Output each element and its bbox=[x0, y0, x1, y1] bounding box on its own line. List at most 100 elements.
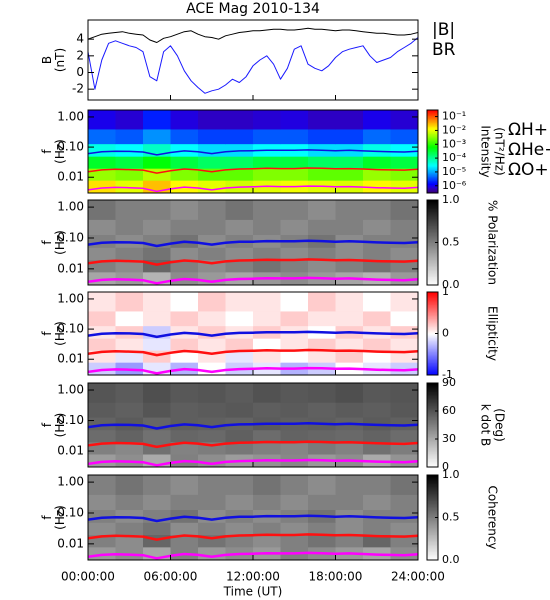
heat-cell bbox=[88, 200, 116, 220]
colorbar-step bbox=[427, 239, 438, 242]
heat-cell bbox=[253, 350, 281, 363]
x-tick-label: 18:00:00 bbox=[309, 570, 363, 584]
colorbar-step bbox=[427, 296, 438, 299]
heat-cell bbox=[198, 128, 226, 145]
colorbar-frame bbox=[426, 382, 439, 468]
colorbar-step bbox=[427, 136, 438, 139]
colorbar-step bbox=[427, 311, 438, 314]
colorbar-step bbox=[427, 441, 438, 444]
heat-cell bbox=[115, 292, 144, 312]
heat-cell bbox=[390, 454, 418, 467]
heat-cell bbox=[308, 200, 336, 220]
colorbar-step bbox=[427, 395, 438, 398]
heat-cell bbox=[170, 219, 199, 235]
colorbar-step bbox=[427, 162, 438, 165]
heat-cell bbox=[170, 475, 199, 495]
colorbar-step bbox=[427, 312, 438, 315]
panel bbox=[87, 474, 419, 561]
heat-cell bbox=[225, 110, 254, 130]
heat-cell bbox=[170, 494, 199, 510]
colorbar-step bbox=[427, 323, 438, 326]
colorbar-step bbox=[427, 130, 438, 133]
heat-cell bbox=[363, 234, 391, 248]
heat-cell bbox=[143, 247, 171, 261]
y-tick-label: 0.10 bbox=[57, 413, 84, 427]
panel bbox=[87, 291, 419, 376]
colorbar-step bbox=[427, 518, 438, 521]
heat-cell bbox=[280, 168, 309, 181]
heat-cell bbox=[390, 429, 418, 443]
colorbar-step bbox=[427, 387, 438, 390]
heat-cell bbox=[115, 441, 144, 455]
heat-cell bbox=[335, 310, 364, 327]
series-line bbox=[88, 27, 418, 43]
colorbar-step bbox=[427, 301, 438, 304]
colorbar-step bbox=[427, 543, 438, 545]
colorbar-step bbox=[427, 188, 438, 191]
heat-cell bbox=[390, 402, 418, 418]
heat-cell bbox=[115, 383, 144, 403]
heat-cell bbox=[363, 338, 391, 351]
heat-cell bbox=[335, 292, 364, 312]
colorbar-step bbox=[427, 325, 438, 328]
heat-cell bbox=[390, 362, 418, 375]
heat-cell bbox=[115, 259, 144, 273]
colorbar-step bbox=[427, 408, 438, 411]
panel bbox=[87, 109, 419, 194]
heat-cell bbox=[308, 156, 336, 169]
colorbar-step bbox=[427, 248, 438, 251]
colorbar-step bbox=[427, 439, 438, 441]
colorbar-step bbox=[427, 172, 438, 175]
colorbar-step bbox=[427, 422, 438, 425]
colorbar-step bbox=[427, 526, 438, 528]
colorbar-step bbox=[427, 345, 438, 348]
heat-cell bbox=[308, 475, 336, 495]
heat-cell bbox=[143, 219, 171, 235]
heat-cell bbox=[363, 494, 391, 510]
plot-area bbox=[88, 200, 418, 285]
colorbar-step bbox=[427, 110, 438, 112]
y-tick-label: 0 bbox=[76, 65, 84, 79]
heat-cell bbox=[390, 494, 418, 510]
colorbar-step bbox=[427, 528, 438, 531]
colorbar-step bbox=[427, 211, 438, 214]
colorbar-step bbox=[427, 144, 438, 147]
heat-cell bbox=[225, 338, 254, 351]
y-tick-label: -2 bbox=[72, 82, 84, 96]
heat-cell bbox=[143, 110, 171, 130]
heat-cell bbox=[253, 402, 281, 418]
heat-cell bbox=[88, 338, 116, 351]
colorbar-step bbox=[427, 263, 438, 266]
colorbar-step bbox=[427, 307, 438, 310]
colorbar-step bbox=[427, 487, 438, 490]
colorbar-step bbox=[427, 190, 438, 193]
heat-cell bbox=[308, 494, 336, 510]
y-tick-label: 0.10 bbox=[57, 505, 84, 519]
heat-cell bbox=[363, 219, 391, 235]
heat-cell bbox=[390, 534, 418, 548]
heat-cell bbox=[170, 200, 199, 220]
heat-cell bbox=[253, 259, 281, 273]
colorbar-step bbox=[427, 158, 438, 161]
colorbar-step bbox=[427, 151, 438, 154]
colorbar-step bbox=[427, 527, 438, 530]
colorbar-tick-label: 90 bbox=[442, 376, 456, 389]
colorbar-step bbox=[427, 347, 438, 350]
colorbar-step bbox=[427, 334, 438, 337]
heat-cell bbox=[390, 292, 418, 312]
colorbar-step bbox=[427, 458, 438, 461]
colorbar-step bbox=[427, 125, 438, 128]
colorbar-step bbox=[427, 523, 438, 526]
colorbar-step bbox=[427, 241, 438, 243]
colorbar-step bbox=[427, 453, 438, 455]
heat-cell bbox=[390, 509, 418, 523]
heat-cell bbox=[88, 383, 116, 403]
colorbar-step bbox=[427, 504, 438, 507]
colorbar-step bbox=[427, 157, 438, 159]
colorbar-step bbox=[427, 242, 438, 245]
colorbar-step bbox=[427, 186, 438, 188]
colorbar-step bbox=[427, 537, 438, 540]
colorbar-step bbox=[427, 150, 438, 152]
colorbar-step bbox=[427, 509, 438, 511]
heat-cell bbox=[88, 310, 116, 327]
